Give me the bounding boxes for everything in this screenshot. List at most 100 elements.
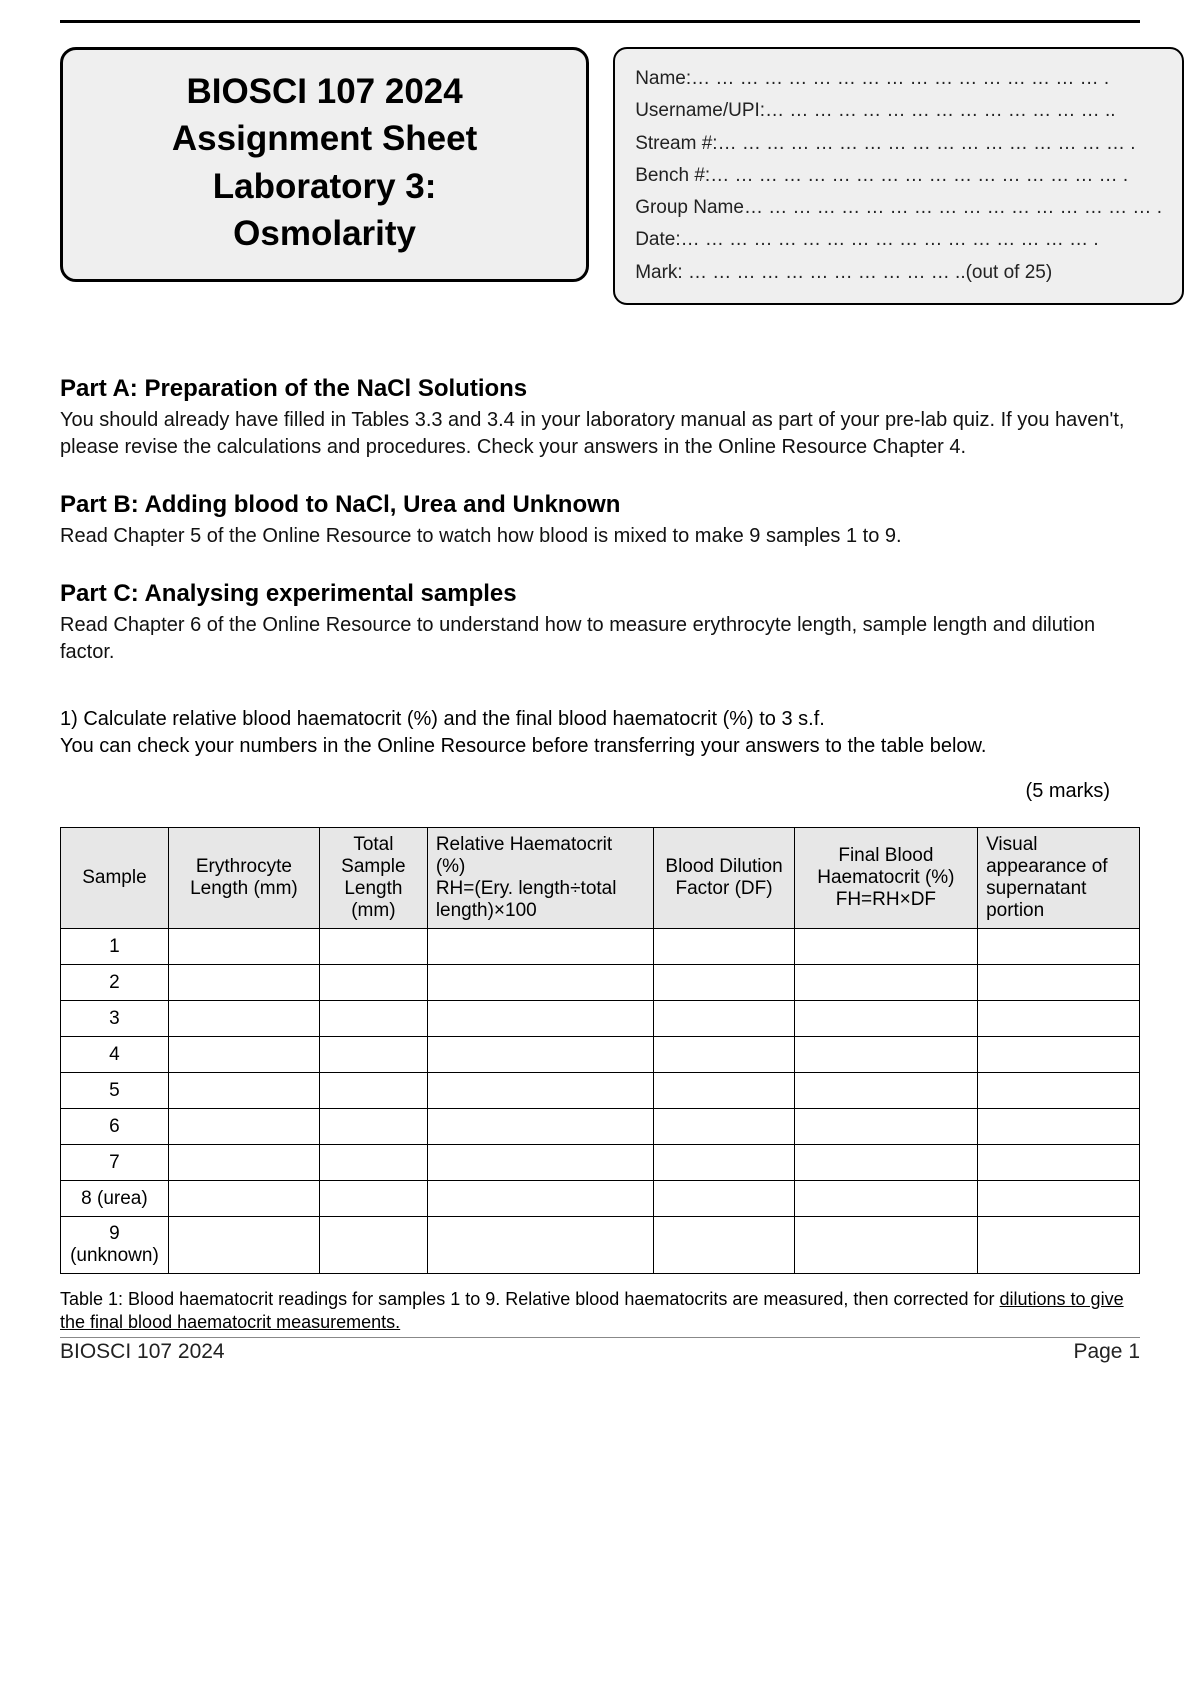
cell[interactable] — [427, 1073, 654, 1109]
cell[interactable] — [319, 1037, 427, 1073]
stream-label: Stream #: — [635, 133, 717, 154]
group-field[interactable]: Group Name… … … … … … … … … … … … … … … … — [635, 192, 1162, 224]
cell[interactable] — [654, 1181, 794, 1217]
cell[interactable] — [168, 1109, 319, 1145]
date-field[interactable]: Date:… … … … … … … … … … … … … … … … … . — [635, 224, 1162, 256]
table-header-row: Sample Erythrocyte Length (mm) Total Sam… — [61, 828, 1140, 929]
cell[interactable] — [654, 929, 794, 965]
upi-label: Username/UPI: — [635, 100, 765, 121]
part-a-heading: Part A: Preparation of the NaCl Solution… — [60, 375, 1140, 403]
cell[interactable] — [168, 965, 319, 1001]
dots: … … … … … … … … … … … … … … … … … . — [681, 229, 1099, 250]
cell[interactable] — [168, 929, 319, 965]
cell[interactable] — [654, 1109, 794, 1145]
table-row: 4 — [61, 1037, 1140, 1073]
cell[interactable] — [427, 1037, 654, 1073]
cell[interactable] — [168, 1037, 319, 1073]
student-info-box: Name:… … … … … … … … … … … … … … … … … .… — [613, 47, 1184, 305]
cell-sample: 9 (unknown) — [61, 1217, 169, 1274]
cell[interactable] — [654, 1037, 794, 1073]
group-label: Group Name — [635, 197, 744, 218]
cell[interactable] — [168, 1181, 319, 1217]
q1-line2: You can check your numbers in the Online… — [60, 733, 1140, 760]
cell[interactable] — [168, 1217, 319, 1274]
table-row: 2 — [61, 965, 1140, 1001]
th-df: Blood Dilution Factor (DF) — [654, 828, 794, 929]
name-field[interactable]: Name:… … … … … … … … … … … … … … … … … . — [635, 63, 1162, 95]
cell[interactable] — [427, 965, 654, 1001]
dots: … … … … … … … … … … … .. — [688, 262, 966, 283]
cell[interactable] — [794, 1001, 977, 1037]
cell[interactable] — [654, 1001, 794, 1037]
stream-field[interactable]: Stream #:… … … … … … … … … … … … … … … …… — [635, 128, 1162, 160]
bench-field[interactable]: Bench #:… … … … … … … … … … … … … … … … … — [635, 160, 1162, 192]
cell-sample: 5 — [61, 1073, 169, 1109]
cell[interactable] — [978, 1073, 1140, 1109]
table-body: 1 2 3 4 5 6 7 8 (urea) 9 (unknown) — [61, 929, 1140, 1274]
q1-line1: 1) Calculate relative blood haematocrit … — [60, 706, 1140, 733]
title-line-4: Osmolarity — [75, 210, 574, 257]
cell[interactable] — [319, 1217, 427, 1274]
cell[interactable] — [978, 1001, 1140, 1037]
cell[interactable] — [427, 1001, 654, 1037]
cell[interactable] — [427, 1145, 654, 1181]
cell[interactable] — [319, 929, 427, 965]
cell[interactable] — [319, 1109, 427, 1145]
title-line-2: Assignment Sheet — [75, 115, 574, 162]
cell[interactable] — [427, 1109, 654, 1145]
cell[interactable] — [978, 1037, 1140, 1073]
upi-field[interactable]: Username/UPI:… … … … … … … … … … … … … …… — [635, 95, 1162, 127]
table-row: 7 — [61, 1145, 1140, 1181]
cell[interactable] — [978, 1181, 1140, 1217]
cell[interactable] — [978, 1217, 1140, 1274]
cell-sample: 2 — [61, 965, 169, 1001]
part-b-body: Read Chapter 5 of the Online Resource to… — [60, 523, 1140, 550]
cell[interactable] — [319, 1073, 427, 1109]
cell[interactable] — [794, 1037, 977, 1073]
haematocrit-table: Sample Erythrocyte Length (mm) Total Sam… — [60, 827, 1140, 1274]
table-row: 8 (urea) — [61, 1181, 1140, 1217]
cell[interactable] — [794, 1145, 977, 1181]
table-row: 9 (unknown) — [61, 1217, 1140, 1274]
question-1: 1) Calculate relative blood haematocrit … — [60, 706, 1140, 760]
title-box: BIOSCI 107 2024 Assignment Sheet Laborat… — [60, 47, 589, 282]
cell-sample: 1 — [61, 929, 169, 965]
cell[interactable] — [654, 965, 794, 1001]
part-b-heading: Part B: Adding blood to NaCl, Urea and U… — [60, 491, 1140, 519]
cell[interactable] — [427, 1181, 654, 1217]
cell[interactable] — [794, 1109, 977, 1145]
cell[interactable] — [794, 929, 977, 965]
cell[interactable] — [794, 1217, 977, 1274]
mark-suffix: (out of 25) — [966, 262, 1053, 283]
cell[interactable] — [978, 965, 1140, 1001]
cell[interactable] — [427, 1217, 654, 1274]
part-b: Part B: Adding blood to NaCl, Urea and U… — [60, 491, 1140, 550]
cell[interactable] — [168, 1001, 319, 1037]
cell[interactable] — [654, 1073, 794, 1109]
part-a: Part A: Preparation of the NaCl Solution… — [60, 375, 1140, 461]
th-fh: Final Blood Haematocrit (%) FH=RH×DF — [794, 828, 977, 929]
cell-sample: 3 — [61, 1001, 169, 1037]
th-rh: Relative Haematocrit (%) RH=(Ery. length… — [427, 828, 654, 929]
cell[interactable] — [427, 929, 654, 965]
table-row: 3 — [61, 1001, 1140, 1037]
cell[interactable] — [794, 965, 977, 1001]
cell[interactable] — [794, 1181, 977, 1217]
cell[interactable] — [654, 1217, 794, 1274]
cell[interactable] — [654, 1145, 794, 1181]
cell-sample: 6 — [61, 1109, 169, 1145]
header-row: BIOSCI 107 2024 Assignment Sheet Laborat… — [60, 47, 1140, 305]
dots: … … … … … … … … … … … … … … .. — [765, 100, 1115, 121]
cell[interactable] — [319, 1145, 427, 1181]
cell[interactable] — [978, 929, 1140, 965]
cell[interactable] — [794, 1073, 977, 1109]
cell[interactable] — [978, 1109, 1140, 1145]
mark-field[interactable]: Mark: … … … … … … … … … … … ..(out of 25… — [635, 257, 1162, 289]
cell[interactable] — [168, 1073, 319, 1109]
cell[interactable] — [168, 1145, 319, 1181]
cell[interactable] — [319, 1181, 427, 1217]
th-visual: Visual appearance of supernatant portion — [978, 828, 1140, 929]
cell[interactable] — [319, 965, 427, 1001]
cell[interactable] — [978, 1145, 1140, 1181]
cell[interactable] — [319, 1001, 427, 1037]
